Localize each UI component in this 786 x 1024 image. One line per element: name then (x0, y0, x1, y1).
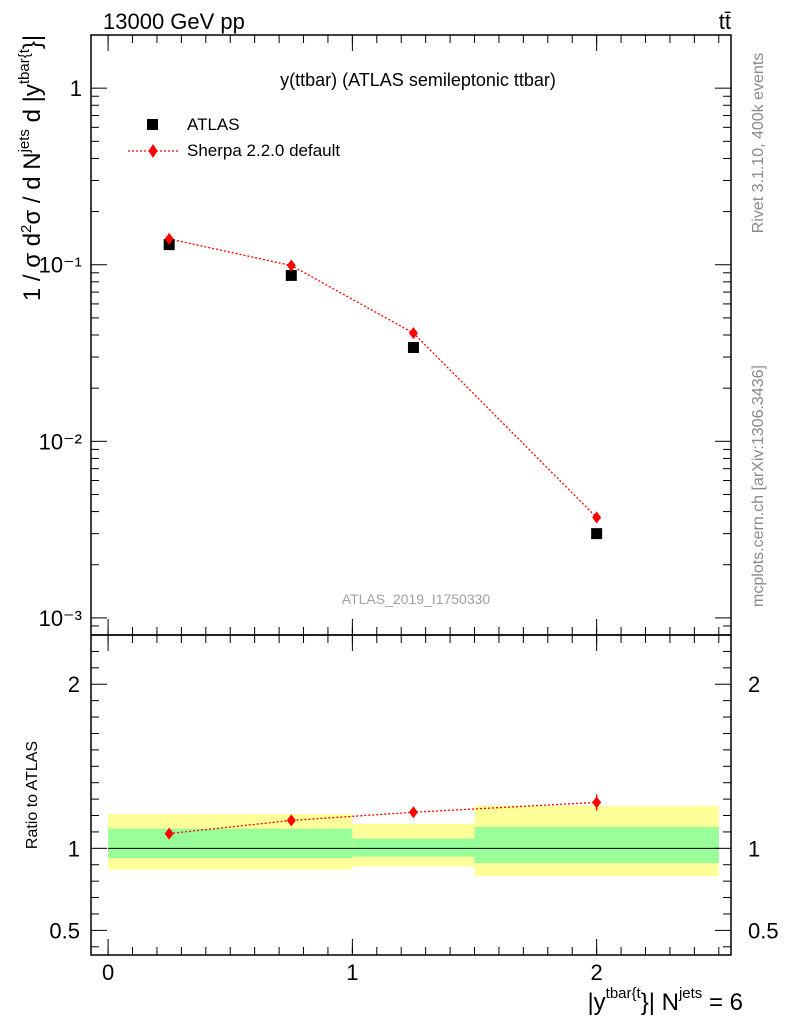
energy-label: 13000 GeV pp (103, 9, 245, 34)
ratio-series (164, 794, 602, 840)
ratio-sherpa-point (592, 796, 602, 809)
ratio-y-tick-label: 2 (68, 672, 80, 697)
ratio-sherpa-point (408, 806, 418, 819)
x-tick-label: 1 (346, 960, 358, 985)
x-tick-label: 0 (102, 960, 114, 985)
ratio-inner-band (108, 828, 353, 859)
legend-atlas-marker (147, 119, 158, 130)
main-series (163, 232, 603, 540)
main-panel: 1 10⁻¹ 10⁻² 10⁻³ y(ttbar) (ATLAS semilepton… (16, 34, 732, 636)
sherpa-line (169, 238, 598, 519)
sherpa-point (408, 327, 418, 340)
main-y-tick-label: 10⁻³ (39, 606, 82, 631)
ratio-inner-band (474, 827, 719, 864)
ratio-uncertainty-bands (108, 805, 719, 877)
ratio-sherpa-point (286, 814, 296, 827)
main-y-tick-label: 10⁻² (39, 429, 82, 454)
ratio-inner-band (352, 838, 475, 857)
ratio-panel: 0.5 0.5 1 1 2 2 0 1 2 Ratio to ATLAS |ytbar{t}| … (24, 634, 779, 1016)
main-y-tick-label: 1 (70, 76, 82, 101)
main-axis-ticks: 1 10⁻¹ 10⁻² 10⁻³ (39, 34, 731, 636)
sherpa-point (164, 232, 174, 245)
atlas-point (407, 341, 419, 353)
sherpa-point (286, 259, 296, 272)
svg-text:|ytbar{t}| Njets = 6: |ytbar{t}| Njets = 6 (587, 985, 743, 1016)
main-y-tick-label: 10⁻¹ (39, 253, 82, 278)
ratio-sherpa-line (169, 801, 597, 835)
plot-title: y(ttbar) (ATLAS semileptonic ttbar) (280, 70, 556, 90)
x-axis-label: |ytbar{t}| Njets = 6 (587, 985, 743, 1016)
ratio-frame (90, 634, 732, 956)
legend-atlas-label: ATLAS (187, 115, 240, 134)
ratio-y-tick-label-right: 1 (748, 836, 760, 861)
ratio-axis-ticks: 0.5 0.5 1 1 2 2 0 1 2 (49, 635, 779, 985)
legend: ATLAS Sherpa 2.2.0 default (128, 115, 340, 160)
svg-text:1 / σ d2σ / d Njets d |ytbar{t: 1 / σ d2σ / d Njets d |ytbar{t}| (16, 35, 46, 301)
atlas-point (285, 269, 297, 281)
mcplots-label: mcplots.cern.ch [arXiv:1306.3436] (750, 365, 767, 607)
atlas-point (591, 528, 603, 540)
ratio-sherpa-point (164, 827, 174, 840)
ratio-y-tick-label: 0.5 (49, 918, 80, 943)
analysis-watermark: ATLAS_2019_I1750330 (342, 591, 491, 607)
x-tick-label: 2 (591, 960, 603, 985)
ratio-y-tick-label-right: 2 (748, 672, 760, 697)
ratio-y-tick-label-right: 0.5 (748, 918, 779, 943)
ratio-y-axis-label: Ratio to ATLAS (24, 741, 41, 849)
main-y-axis-label: 1 / σ d2σ / d Njets d |ytbar{t}| (16, 35, 46, 301)
rivet-label: Rivet 3.1.10, 400k events (750, 53, 767, 234)
sherpa-point (592, 511, 602, 524)
process-label: tt̄ (719, 9, 731, 34)
legend-sherpa-marker (148, 144, 158, 158)
ratio-y-tick-label: 1 (68, 836, 80, 861)
legend-sherpa-label: Sherpa 2.2.0 default (187, 141, 340, 160)
